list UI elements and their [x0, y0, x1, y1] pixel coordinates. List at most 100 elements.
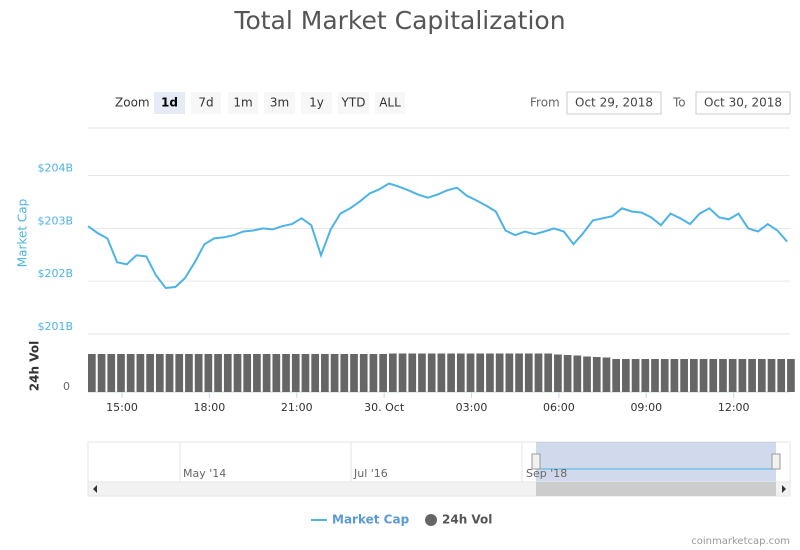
- to-label: To: [672, 96, 686, 110]
- volume-bar: [767, 359, 776, 392]
- volume-bar: [437, 353, 446, 392]
- volume-bar: [321, 354, 329, 392]
- zoom-button[interactable]: YTD: [338, 92, 369, 114]
- zoom-button-bg[interactable]: [375, 92, 405, 114]
- from-date[interactable]: Oct 29, 2018: [575, 96, 653, 110]
- from-label: From: [530, 96, 560, 110]
- volume-bar: [534, 353, 543, 392]
- zoom-button-bg[interactable]: [264, 92, 295, 114]
- zoom-button-label[interactable]: ALL: [379, 96, 401, 110]
- volume-bar: [126, 354, 135, 392]
- volume-bar: [185, 354, 193, 392]
- volume-bar: [214, 354, 222, 392]
- zoom-button-bg[interactable]: [301, 92, 332, 114]
- x-tick-label: 15:00: [106, 401, 138, 414]
- volume-bar: [427, 353, 436, 392]
- zoom-button-bg[interactable]: [338, 92, 369, 114]
- from-box[interactable]: [566, 91, 662, 115]
- y-tick-label: $203B: [37, 214, 73, 227]
- legend-symbol[interactable]: [425, 514, 437, 526]
- volume-bar: [165, 354, 174, 392]
- to-date[interactable]: Oct 30, 2018: [704, 96, 782, 110]
- x-tick-label: 03:00: [456, 401, 488, 414]
- zoom-button-label[interactable]: 7d: [198, 96, 213, 110]
- navigator-label: May '14: [183, 467, 226, 480]
- legend-item[interactable]: 24h Vol: [425, 513, 492, 527]
- volume-bar: [117, 354, 125, 392]
- zoom-button-label[interactable]: 1m: [233, 96, 252, 110]
- x-tick-label: 06:00: [543, 401, 575, 414]
- zoom-button-label[interactable]: YTD: [341, 96, 366, 110]
- zoom-button[interactable]: 7d: [191, 92, 221, 114]
- volume-bar: [388, 353, 397, 392]
- volume-bar: [223, 354, 232, 392]
- volume-bar: [447, 353, 455, 392]
- volume-bar: [350, 354, 358, 392]
- scrollbar-thumb[interactable]: [536, 482, 776, 496]
- volume-bar: [544, 353, 553, 392]
- navigator-label: Jul '16: [353, 467, 388, 480]
- legend-item[interactable]: Market Cap: [311, 513, 410, 527]
- volume-bar: [291, 354, 300, 392]
- zoom-button[interactable]: 3m: [264, 92, 295, 114]
- to-box[interactable]: [695, 91, 791, 115]
- volume-bar: [136, 354, 145, 392]
- y-tick-label: $201B: [37, 320, 73, 333]
- volume-bar: [379, 354, 387, 392]
- volume-bar: [728, 359, 737, 392]
- zoom-button-label[interactable]: 3m: [270, 96, 289, 110]
- scroll-right[interactable]: [782, 485, 786, 493]
- volume-bar: [573, 355, 582, 392]
- volume-bar: [301, 354, 310, 392]
- zoom-button-label[interactable]: 1y: [309, 96, 324, 110]
- navigator[interactable]: May '14 Jul '16 Sep '18: [87, 441, 791, 497]
- volume-bar: [175, 354, 184, 392]
- x-tick-label: 21:00: [281, 401, 313, 414]
- volume-bar: [689, 359, 698, 392]
- y2-axis-title: 24h Vol: [28, 341, 42, 391]
- navigator-handle[interactable]: [771, 453, 781, 470]
- volume-bar: [757, 359, 766, 392]
- zoom-button[interactable]: 1y: [301, 92, 332, 114]
- zoom-button[interactable]: 1d: [154, 92, 185, 114]
- x-tick-label: 09:00: [630, 401, 662, 414]
- volume-bar: [340, 354, 349, 392]
- volume-bar: [641, 359, 650, 392]
- volume-bar: [233, 354, 242, 392]
- zoom-button-bg[interactable]: [191, 92, 221, 114]
- volume-bar: [456, 353, 465, 392]
- volume-bar: [194, 354, 203, 392]
- legend-label[interactable]: Market Cap: [332, 513, 410, 527]
- volume-bar: [699, 359, 708, 392]
- volume-bar: [282, 354, 290, 392]
- scroll-left[interactable]: [93, 485, 97, 493]
- volume-bar: [602, 357, 611, 392]
- volume-bar: [563, 355, 572, 392]
- volume-bar: [612, 359, 621, 392]
- from-input[interactable]: Oct 29, 2018: [566, 91, 662, 115]
- to-input[interactable]: Oct 30, 2018: [695, 91, 791, 115]
- volume-bar: [748, 359, 756, 392]
- zoom-button[interactable]: 1m: [228, 92, 258, 114]
- zoom-button-bg[interactable]: [228, 92, 258, 114]
- volume-bar: [107, 354, 116, 392]
- volume-bar: [592, 357, 601, 392]
- volume-bar: [146, 354, 154, 392]
- navigator-mask[interactable]: [536, 442, 776, 482]
- zoom-button-bg[interactable]: [154, 92, 185, 114]
- volume-bar: [311, 354, 320, 392]
- zoom-button[interactable]: ALL: [375, 92, 405, 114]
- credit: coinmarketcap.com: [691, 536, 790, 547]
- zoom-button-label[interactable]: 1d: [161, 96, 178, 110]
- volume-bar: [719, 359, 727, 392]
- volume-bar: [554, 354, 562, 392]
- volume-bar: [495, 353, 504, 392]
- navigator-handle[interactable]: [531, 453, 541, 470]
- volume-bar: [359, 354, 368, 392]
- legend-label[interactable]: 24h Vol: [442, 513, 492, 527]
- volume-bar: [97, 354, 106, 392]
- volume-bar: [204, 354, 213, 392]
- volume-bar: [272, 354, 281, 392]
- volume-bar: [155, 354, 164, 392]
